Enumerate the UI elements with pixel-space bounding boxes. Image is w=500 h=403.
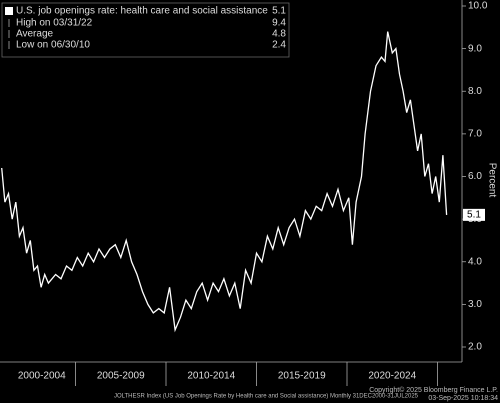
x-band-label: 2015-2019: [278, 371, 326, 382]
legend-rows: High on 03/31/22 9.4 Average 4.8 Low on 06/3…: [8, 18, 286, 51]
y-tick-label: 2.0: [468, 342, 482, 353]
x-band-label: 2000-2004: [18, 371, 66, 382]
y-axis-label: Percent: [486, 163, 497, 198]
last-value-label: 5.1: [467, 210, 481, 221]
y-tick-label: 3.0: [468, 299, 482, 310]
x-band-label: 2020-2024: [368, 371, 416, 382]
legend-row-value: 2.4: [272, 40, 286, 51]
legend-row-label: High on 03/31/22: [16, 18, 93, 29]
legend-swatch: [5, 7, 13, 15]
legend-row-label: Average: [16, 29, 54, 40]
legend-row-label: Low on 06/30/10: [16, 40, 90, 51]
legend-row-value: 4.8: [272, 29, 286, 40]
x-band-label: 2010-2014: [187, 371, 235, 382]
footer-right: Copyright© 2025 Bloomberg Finance L.P.: [369, 386, 498, 394]
legend-last: 5.1: [272, 6, 286, 17]
y-tick-label: 6.0: [468, 171, 482, 182]
footer-left: JOLTHESR Index (US Job Openings Rate by …: [114, 394, 419, 400]
footer-date: 03-Sep-2025 10:18:34: [428, 395, 498, 402]
legend-row-value: 9.4: [272, 18, 286, 29]
y-tick-label: 4.0: [468, 256, 482, 267]
series-line: [1, 31, 448, 333]
y-tick-label: 10.0: [468, 1, 488, 12]
y-tick-label: 8.0: [468, 86, 482, 97]
legend-title: U.S. job openings rate: health care and …: [16, 6, 268, 17]
y-tick-label: 9.0: [468, 43, 482, 54]
legend-box: [1, 2, 290, 58]
last-value-box: [463, 208, 485, 221]
x-band-label: 2005-2009: [97, 371, 145, 382]
y-tick-label: 7.0: [468, 129, 482, 140]
